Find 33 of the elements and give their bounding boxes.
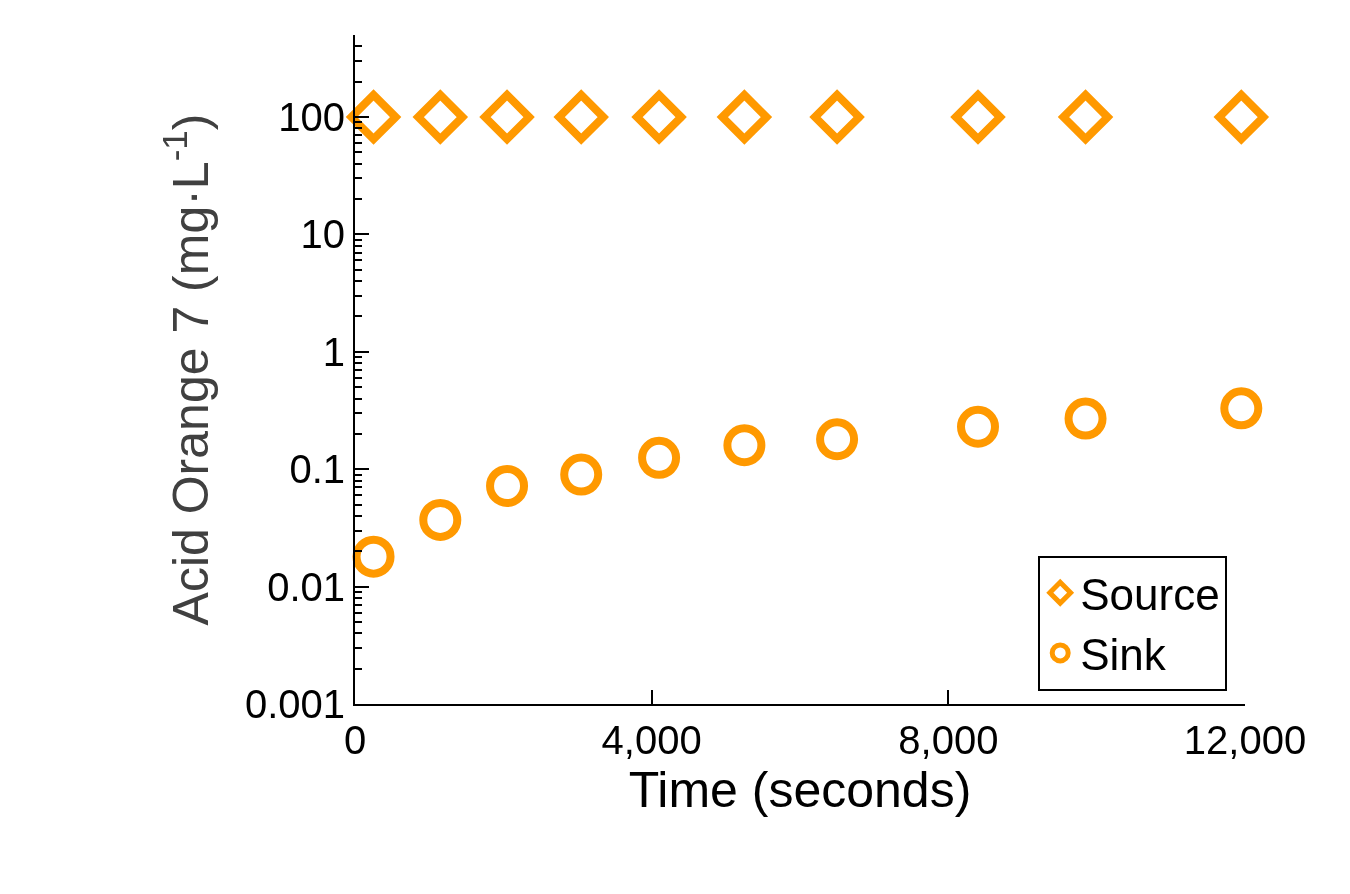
- x-tick-label: 12,000: [1183, 718, 1307, 762]
- point: [555, 90, 608, 144]
- point: [560, 453, 603, 496]
- point: [638, 436, 681, 479]
- y-tick-label: 10: [300, 212, 345, 257]
- legend-label: Sink: [1080, 630, 1167, 680]
- point: [957, 405, 999, 448]
- point: [951, 90, 1005, 144]
- legend-label: Source: [1080, 569, 1220, 619]
- x-axis-title: Time (seconds): [628, 762, 972, 818]
- point: [810, 90, 864, 144]
- point: [632, 90, 686, 144]
- x-tick-label: 8,000: [898, 718, 999, 762]
- y-tick-label: 1: [322, 329, 345, 374]
- point: [816, 418, 859, 461]
- point: [419, 498, 462, 541]
- point: [718, 90, 771, 144]
- y-tick-label: 0.1: [289, 447, 345, 492]
- x-tick-label: 0: [343, 718, 367, 762]
- point: [352, 535, 395, 578]
- point: [347, 90, 400, 144]
- point: [486, 464, 529, 507]
- y-tick-label: 100: [278, 95, 345, 140]
- point: [723, 424, 766, 467]
- y-tick-label: 0.01: [267, 564, 345, 609]
- point: [1215, 90, 1268, 144]
- point: [480, 90, 534, 144]
- point: [1064, 397, 1107, 440]
- point: [414, 90, 467, 144]
- y-tick-label: 0.001: [244, 682, 345, 726]
- point: [1059, 90, 1112, 144]
- x-tick-label: 4,000: [601, 718, 702, 762]
- point: [1220, 387, 1263, 430]
